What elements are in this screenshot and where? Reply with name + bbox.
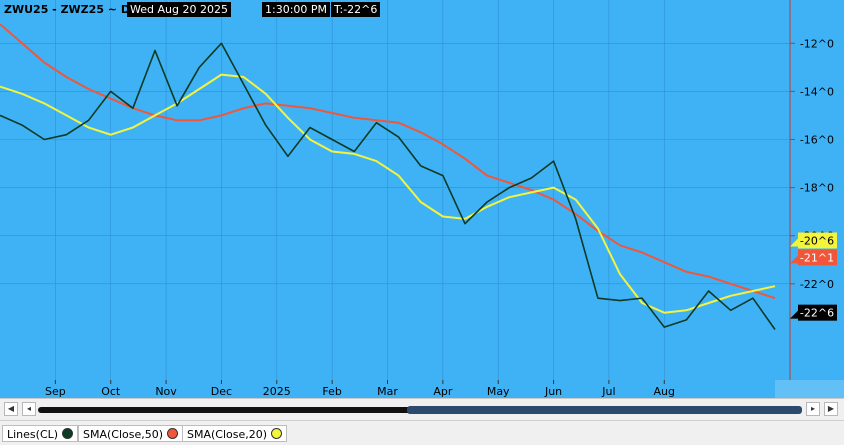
price-marker-label: -22^6 [800,307,834,320]
legend-item-lines[interactable]: Lines(CL) [2,425,79,442]
series-line [0,23,776,300]
symbol-label: ZWU25 - ZWZ25 ~ Daily [4,3,153,16]
legend-swatch-icon [62,428,74,439]
time-readout: 1:30:00 PM [262,2,331,17]
x-tick-label: Nov [155,385,177,398]
step-right-icon[interactable]: ▸ [806,402,820,416]
x-axis-area [0,380,844,398]
legend-swatch-icon [271,428,283,439]
scroll-thumb[interactable] [407,406,802,414]
date-readout: Wed Aug 20 2025 [127,2,231,17]
price-marker-label: -20^6 [800,235,834,248]
price-marker-pointer [790,255,798,264]
scroll-right-icon[interactable]: ▶ [824,402,838,416]
x-tick-label: May [487,385,510,398]
y-tick-label: -22^0 [800,278,834,291]
x-tick-label: Sep [45,385,66,398]
price-marker [798,249,837,266]
legend-item-sma20[interactable]: SMA(Close,20) [182,425,288,442]
price-marker-pointer [790,238,798,247]
legend-label: SMA(Close,50) [83,428,164,441]
x-tick-label: Apr [433,385,453,398]
legend-label: SMA(Close,20) [187,428,268,441]
price-marker-pointer [790,310,798,319]
x-tick-label: Dec [211,385,232,398]
y-tick-label: -18^0 [800,182,834,195]
x-tick-label: Aug [654,385,675,398]
x-tick-label: Jun [544,385,562,398]
axis-corner [775,380,844,398]
price-marker-label: -21^1 [800,251,834,264]
x-tick-label: Oct [101,385,121,398]
x-tick-label: Feb [322,385,341,398]
y-tick-label: -14^0 [800,85,834,98]
x-tick-label: Mar [377,385,398,398]
series-line [0,42,776,330]
price-marker [798,304,837,321]
step-left-icon[interactable]: ◂ [22,402,36,416]
y-tick-label: -16^0 [800,133,834,146]
plot-area [0,0,790,380]
legend-label: Lines(CL) [7,428,59,441]
scroll-left-icon[interactable]: ◀ [4,402,18,416]
price-marker [798,232,837,249]
series-line [0,73,776,314]
chart-scrollbar[interactable]: ◀ ◂ ▸ ▶ [0,398,844,420]
legend-swatch-icon [167,428,179,439]
x-tick-label: Jul [601,385,615,398]
y-tick-label: -12^0 [800,37,834,50]
indicator-legend: Lines(CL) SMA(Close,50) SMA(Close,20) [0,420,844,445]
last-price-readout: T:-22^6 [331,2,381,17]
legend-item-sma50[interactable]: SMA(Close,50) [78,425,184,442]
price-chart[interactable]: -12^0-14^0-16^0-18^0-20^0-22^0 SepOctNov… [0,0,844,398]
x-tick-label: 2025 [263,385,291,398]
